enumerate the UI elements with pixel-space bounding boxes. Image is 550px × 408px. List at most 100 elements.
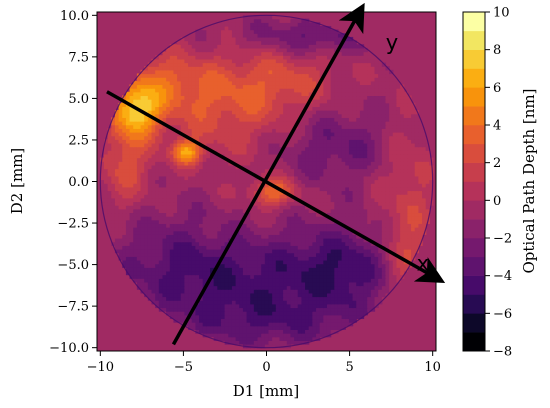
depth-cell	[319, 124, 324, 129]
depth-cell	[381, 110, 387, 115]
depth-cell	[286, 333, 292, 338]
depth-cell	[224, 325, 229, 330]
depth-cell	[279, 252, 284, 257]
depth-cell	[206, 121, 211, 126]
depth-cell	[162, 285, 167, 290]
depth-cell	[275, 311, 281, 316]
depth-cell	[356, 153, 361, 159]
depth-cell	[370, 274, 376, 279]
depth-cell	[184, 175, 189, 181]
depth-cell	[220, 113, 226, 118]
depth-cell	[264, 314, 270, 320]
depth-cell	[242, 179, 248, 184]
depth-cell	[268, 121, 273, 126]
depth-cell	[257, 150, 262, 155]
depth-cell	[326, 146, 332, 151]
depth-cell	[301, 197, 306, 203]
depth-cell	[140, 172, 145, 177]
depth-cell	[418, 219, 423, 224]
depth-cell	[370, 303, 376, 309]
depth-cell	[378, 292, 383, 298]
depth-cell	[363, 194, 368, 199]
depth-cell	[136, 256, 142, 261]
depth-cell	[111, 135, 116, 140]
depth-cell	[374, 300, 379, 305]
depth-cell	[305, 121, 310, 126]
depth-cell	[305, 274, 310, 279]
depth-cell	[133, 201, 138, 206]
depth-cell	[180, 216, 186, 221]
depth-cell	[290, 183, 295, 188]
depth-cell	[319, 168, 324, 173]
depth-cell	[385, 190, 390, 195]
depth-cell	[261, 212, 266, 217]
depth-cell	[250, 285, 255, 290]
depth-cell	[111, 216, 116, 221]
depth-cell	[378, 270, 383, 276]
depth-cell	[356, 300, 361, 305]
depth-cell	[389, 252, 394, 257]
depth-cell	[374, 270, 379, 276]
depth-cell	[129, 117, 134, 122]
depth-cell	[345, 175, 350, 181]
depth-cell	[169, 153, 175, 159]
depth-cell	[184, 183, 189, 188]
depth-cell	[188, 230, 193, 235]
depth-cell	[411, 186, 416, 192]
depth-cell	[345, 197, 350, 203]
depth-cell	[326, 311, 332, 316]
depth-cell	[378, 128, 383, 133]
depth-cell	[392, 190, 398, 195]
depth-cell	[345, 110, 350, 115]
depth-cell	[220, 201, 226, 206]
depth-cell	[275, 219, 281, 224]
depth-cell	[268, 259, 273, 265]
depth-cell	[235, 238, 240, 243]
depth-cell	[114, 135, 120, 140]
depth-cell	[199, 219, 204, 224]
depth-cell	[411, 230, 416, 235]
depth-cell	[118, 212, 123, 217]
depth-cell	[217, 314, 222, 320]
depth-cell	[290, 333, 295, 338]
depth-cell	[396, 131, 401, 137]
depth-cell	[356, 227, 361, 232]
depth-cell	[122, 131, 127, 137]
depth-cell	[272, 311, 277, 316]
depth-cell	[418, 190, 423, 195]
depth-cell	[217, 219, 222, 224]
depth-cell	[305, 314, 310, 320]
depth-cell	[231, 153, 237, 159]
depth-cell	[370, 117, 376, 122]
depth-cell	[312, 175, 317, 181]
depth-cell	[180, 142, 186, 148]
depth-cell	[283, 216, 288, 221]
depth-cell	[418, 227, 423, 232]
depth-cell	[348, 110, 354, 115]
depth-cell	[275, 270, 281, 276]
depth-cell	[103, 190, 109, 195]
depth-cell	[356, 168, 361, 173]
depth-cell	[411, 219, 416, 224]
depth-cell	[217, 146, 222, 151]
depth-cell	[191, 194, 196, 199]
depth-cell	[414, 197, 419, 203]
depth-cell	[114, 234, 120, 239]
depth-cell	[381, 153, 387, 159]
depth-cell	[378, 205, 383, 210]
depth-cell	[257, 300, 262, 305]
depth-cell	[184, 212, 189, 217]
depth-cell	[359, 157, 365, 162]
depth-cell	[356, 205, 361, 210]
depth-cell	[213, 190, 218, 195]
depth-cell	[261, 274, 266, 279]
depth-cell	[118, 234, 123, 239]
depth-cell	[330, 289, 335, 294]
depth-cell	[425, 164, 430, 170]
depth-cell	[202, 205, 207, 210]
depth-cell	[297, 238, 302, 243]
depth-cell	[305, 252, 310, 257]
depth-cell	[180, 106, 186, 111]
depth-cell	[326, 208, 332, 214]
depth-cell	[129, 219, 134, 224]
